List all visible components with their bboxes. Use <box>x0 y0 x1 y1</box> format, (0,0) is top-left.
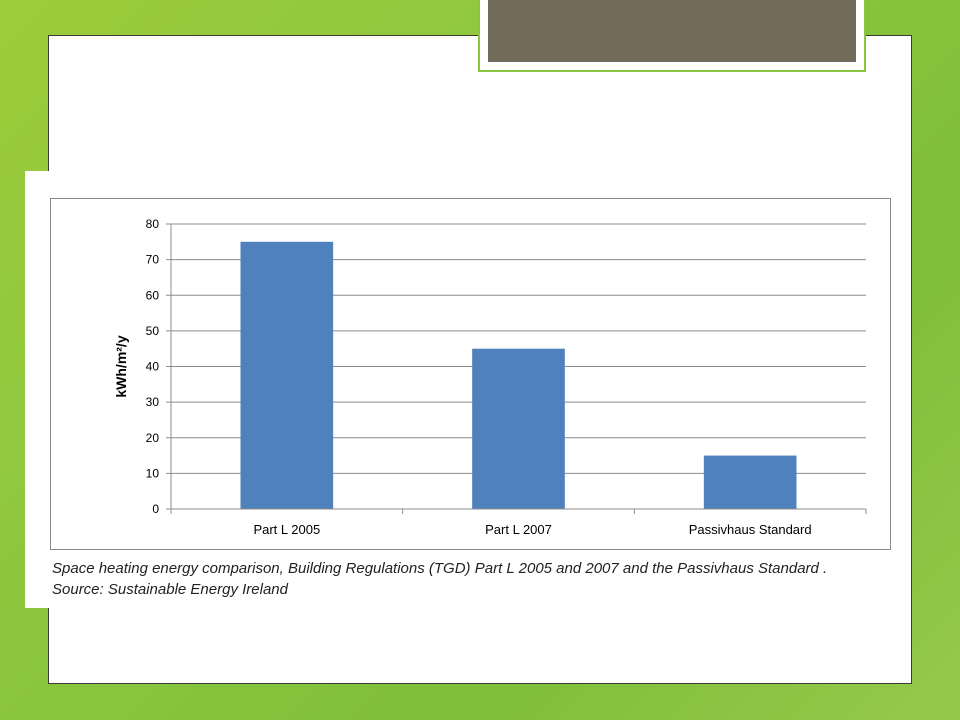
figure-caption: Space heating energy comparison, Buildin… <box>52 558 897 600</box>
y-axis-label: kWh/m²/y <box>113 335 129 397</box>
y-tick-label: 70 <box>146 253 160 267</box>
title-placeholder <box>478 0 866 72</box>
x-tick-label: Part L 2007 <box>485 522 552 537</box>
y-tick-label: 10 <box>146 466 160 480</box>
chart-figure: 0 10 20 30 40 50 60 70 80 Part L 2005 Part L 2007 P… <box>25 171 902 608</box>
bar <box>472 348 565 509</box>
y-tick-label: 0 <box>152 502 159 516</box>
chart-frame: 0 10 20 30 40 50 60 70 80 Part L 2005 Part L 2007 P… <box>50 198 891 550</box>
axes <box>166 223 867 514</box>
tick-labels: 0 10 20 30 40 50 60 70 80 Part L 2005 Part L 2007 P… <box>146 217 812 537</box>
y-tick-label: 50 <box>146 324 160 338</box>
caption-line-2: Source: Sustainable Energy Ireland <box>52 581 288 598</box>
y-tick-label: 80 <box>146 217 160 231</box>
title-placeholder-fill <box>488 0 856 62</box>
bars <box>240 241 797 509</box>
bar <box>240 241 334 509</box>
caption-line-1: Space heating energy comparison, Buildin… <box>52 560 828 577</box>
bar-chart: 0 10 20 30 40 50 60 70 80 Part L 2005 Part L 2007 P… <box>113 217 867 537</box>
y-tick-label: 20 <box>146 431 160 445</box>
x-tick-label: Part L 2005 <box>253 522 320 537</box>
y-tick-label: 30 <box>146 395 160 409</box>
y-tick-label: 60 <box>146 288 160 302</box>
x-tick-label: Passivhaus Standard <box>689 522 812 537</box>
y-tick-label: 40 <box>146 360 160 374</box>
bar <box>703 455 797 509</box>
